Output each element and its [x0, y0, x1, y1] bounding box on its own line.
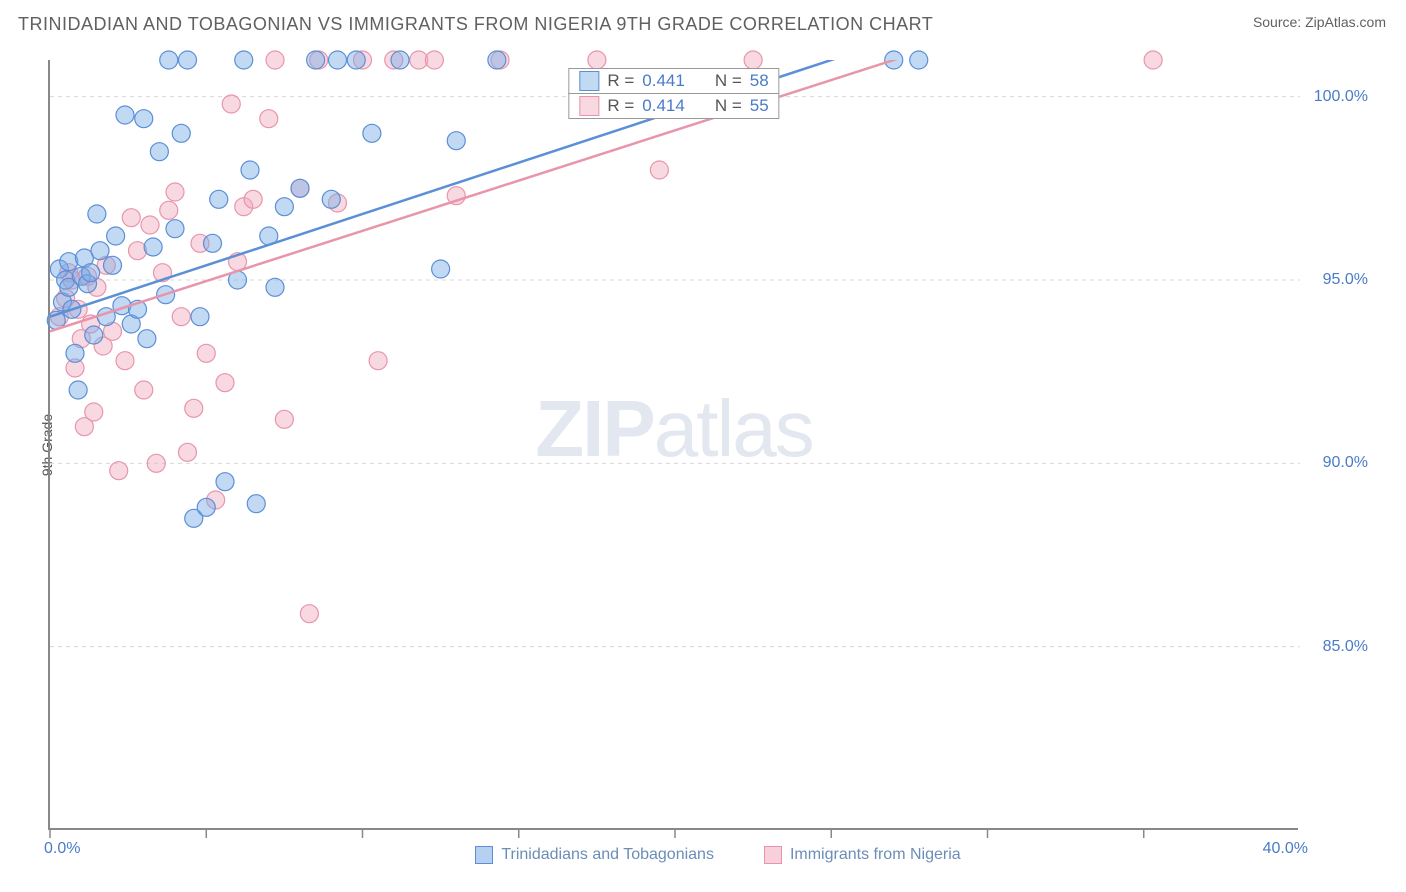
stats-n-label-0: N = — [715, 71, 742, 91]
y-tick-label: 100.0% — [1314, 88, 1368, 106]
plot-area: ZIPatlas R = 0.441 N = 58 R = 0.414 N = … — [48, 60, 1298, 830]
legend-label-0: Trinidadians and Tobagonians — [501, 846, 714, 864]
legend-item-0: Trinidadians and Tobagonians — [475, 846, 714, 864]
stats-r-label-0: R = — [607, 71, 634, 91]
stats-row-0: R = 0.441 N = 58 — [568, 68, 779, 94]
stats-n-value-1: 55 — [750, 96, 769, 116]
stats-r-value-0: 0.441 — [642, 71, 685, 91]
stats-swatch-0 — [579, 71, 599, 91]
y-tick-label: 85.0% — [1323, 638, 1368, 656]
legend-swatch-0 — [475, 846, 493, 864]
stats-swatch-1 — [579, 96, 599, 116]
chart-svg — [50, 60, 1300, 830]
bottom-legend: Trinidadians and Tobagonians Immigrants … — [48, 846, 1388, 864]
stats-row-1: R = 0.414 N = 55 — [568, 93, 779, 119]
legend-item-1: Immigrants from Nigeria — [764, 846, 961, 864]
stats-r-value-1: 0.414 — [642, 96, 685, 116]
chart-title: TRINIDADIAN AND TOBAGONIAN VS IMMIGRANTS… — [18, 14, 933, 35]
source-label: Source: ZipAtlas.com — [1253, 14, 1386, 30]
stats-box: R = 0.441 N = 58 R = 0.414 N = 55 — [568, 68, 779, 118]
y-tick-label: 95.0% — [1323, 271, 1368, 289]
plot-container: 9th Grade ZIPatlas R = 0.441 N = 58 R = … — [48, 60, 1388, 830]
y-tick-label: 90.0% — [1323, 454, 1368, 472]
stats-r-label-1: R = — [607, 96, 634, 116]
legend-label-1: Immigrants from Nigeria — [790, 846, 961, 864]
title-bar: TRINIDADIAN AND TOBAGONIAN VS IMMIGRANTS… — [0, 0, 1406, 45]
legend-swatch-1 — [764, 846, 782, 864]
stats-n-label-1: N = — [715, 96, 742, 116]
stats-n-value-0: 58 — [750, 71, 769, 91]
